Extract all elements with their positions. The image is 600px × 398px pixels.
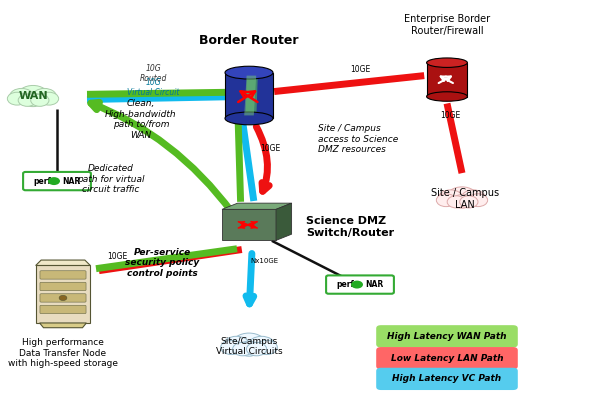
Text: WAN: WAN — [18, 90, 48, 101]
FancyBboxPatch shape — [40, 282, 86, 291]
Text: Site / Campus
access to Science
DMZ resources: Site / Campus access to Science DMZ reso… — [318, 125, 398, 154]
FancyBboxPatch shape — [40, 271, 86, 279]
Polygon shape — [36, 260, 90, 265]
FancyBboxPatch shape — [376, 368, 518, 390]
Text: Clean,
High-bandwidth
path to/from
WAN: Clean, High-bandwidth path to/from WAN — [105, 99, 177, 140]
Text: Low Latency LAN Path: Low Latency LAN Path — [391, 354, 503, 363]
Ellipse shape — [225, 66, 273, 79]
Text: 10GE: 10GE — [260, 144, 280, 153]
Circle shape — [439, 190, 463, 206]
Text: 10GE: 10GE — [440, 111, 460, 120]
Text: Science DMZ
Switch/Router: Science DMZ Switch/Router — [306, 216, 394, 238]
Polygon shape — [225, 72, 273, 118]
Circle shape — [17, 86, 49, 106]
Text: Border Router: Border Router — [199, 34, 299, 47]
FancyBboxPatch shape — [23, 172, 91, 190]
Text: NAR: NAR — [62, 177, 80, 185]
Circle shape — [223, 336, 250, 354]
Circle shape — [238, 341, 260, 356]
Text: 10GE: 10GE — [350, 65, 370, 74]
Text: High Latency VC Path: High Latency VC Path — [392, 375, 502, 383]
Circle shape — [59, 295, 67, 300]
Text: Enterprise Border
Router/Firewall: Enterprise Border Router/Firewall — [404, 14, 490, 36]
Circle shape — [18, 94, 37, 106]
Polygon shape — [427, 62, 467, 96]
Polygon shape — [276, 203, 292, 240]
Text: perf: perf — [336, 280, 354, 289]
Polygon shape — [245, 70, 258, 121]
Text: Site/Campus
Virtual Circuits: Site/Campus Virtual Circuits — [215, 337, 283, 356]
Circle shape — [232, 333, 266, 356]
Circle shape — [32, 88, 56, 104]
FancyBboxPatch shape — [376, 347, 518, 369]
Text: High performance
Data Transfer Node
with high-speed storage: High performance Data Transfer Node with… — [8, 338, 118, 368]
Circle shape — [446, 187, 478, 207]
Polygon shape — [36, 265, 90, 323]
Ellipse shape — [427, 58, 467, 67]
Circle shape — [452, 195, 472, 208]
Circle shape — [248, 336, 275, 354]
Circle shape — [351, 281, 363, 289]
Text: Site / Campus
LAN: Site / Campus LAN — [431, 188, 499, 210]
Ellipse shape — [225, 112, 273, 125]
Circle shape — [23, 93, 43, 107]
Text: High Latency WAN Path: High Latency WAN Path — [387, 332, 507, 341]
Polygon shape — [40, 323, 86, 328]
Circle shape — [468, 194, 488, 207]
FancyBboxPatch shape — [40, 294, 86, 302]
FancyBboxPatch shape — [40, 305, 86, 314]
FancyBboxPatch shape — [376, 325, 518, 347]
Text: 10G
Routed: 10G Routed — [139, 64, 167, 83]
Text: Dedicated
path for virtual
circuit traffic: Dedicated path for virtual circuit traff… — [77, 164, 145, 194]
Polygon shape — [244, 76, 256, 115]
Text: perf: perf — [33, 177, 51, 185]
Text: NAR: NAR — [365, 280, 383, 289]
Circle shape — [256, 340, 277, 355]
Polygon shape — [222, 203, 292, 209]
Circle shape — [7, 92, 27, 105]
Circle shape — [461, 190, 485, 206]
Polygon shape — [222, 209, 276, 240]
Circle shape — [436, 194, 456, 207]
Text: Per-service
security policy
control points: Per-service security policy control poin… — [125, 248, 199, 277]
Circle shape — [31, 94, 49, 106]
FancyBboxPatch shape — [326, 275, 394, 294]
Circle shape — [447, 196, 466, 208]
Text: 10G
Virtual Circuit: 10G Virtual Circuit — [127, 78, 179, 97]
Circle shape — [48, 177, 60, 185]
Text: Nx10GE: Nx10GE — [250, 258, 278, 263]
Circle shape — [233, 342, 253, 356]
Text: 10GE: 10GE — [107, 252, 127, 261]
Circle shape — [39, 92, 59, 105]
Circle shape — [247, 342, 266, 356]
Circle shape — [221, 340, 242, 355]
Circle shape — [10, 88, 34, 104]
Ellipse shape — [427, 92, 467, 101]
Circle shape — [460, 196, 478, 208]
